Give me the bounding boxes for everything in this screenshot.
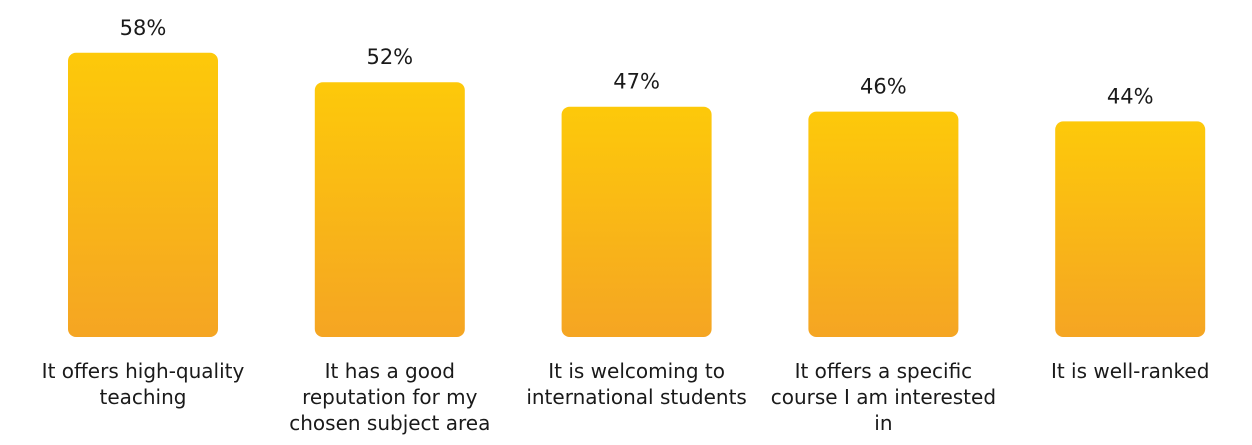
bar: [314, 82, 465, 337]
bar: [808, 111, 959, 337]
value-label: 46%: [860, 75, 907, 99]
category-label: It is welcoming to international student…: [526, 359, 747, 409]
value-label: 52%: [366, 45, 413, 69]
value-label: 47%: [613, 70, 660, 94]
category-label: It offers high-quality teaching: [41, 359, 245, 409]
bar: [1055, 121, 1206, 338]
category-label: It offers a specific course I am interes…: [770, 359, 997, 435]
category-label: It is well-ranked: [1050, 359, 1210, 383]
value-label: 58%: [120, 16, 167, 40]
bar: [561, 106, 712, 337]
category-label: It has a good reputation for my chosen s…: [289, 359, 491, 435]
bar: [68, 52, 218, 338]
value-label: 44%: [1107, 84, 1154, 108]
